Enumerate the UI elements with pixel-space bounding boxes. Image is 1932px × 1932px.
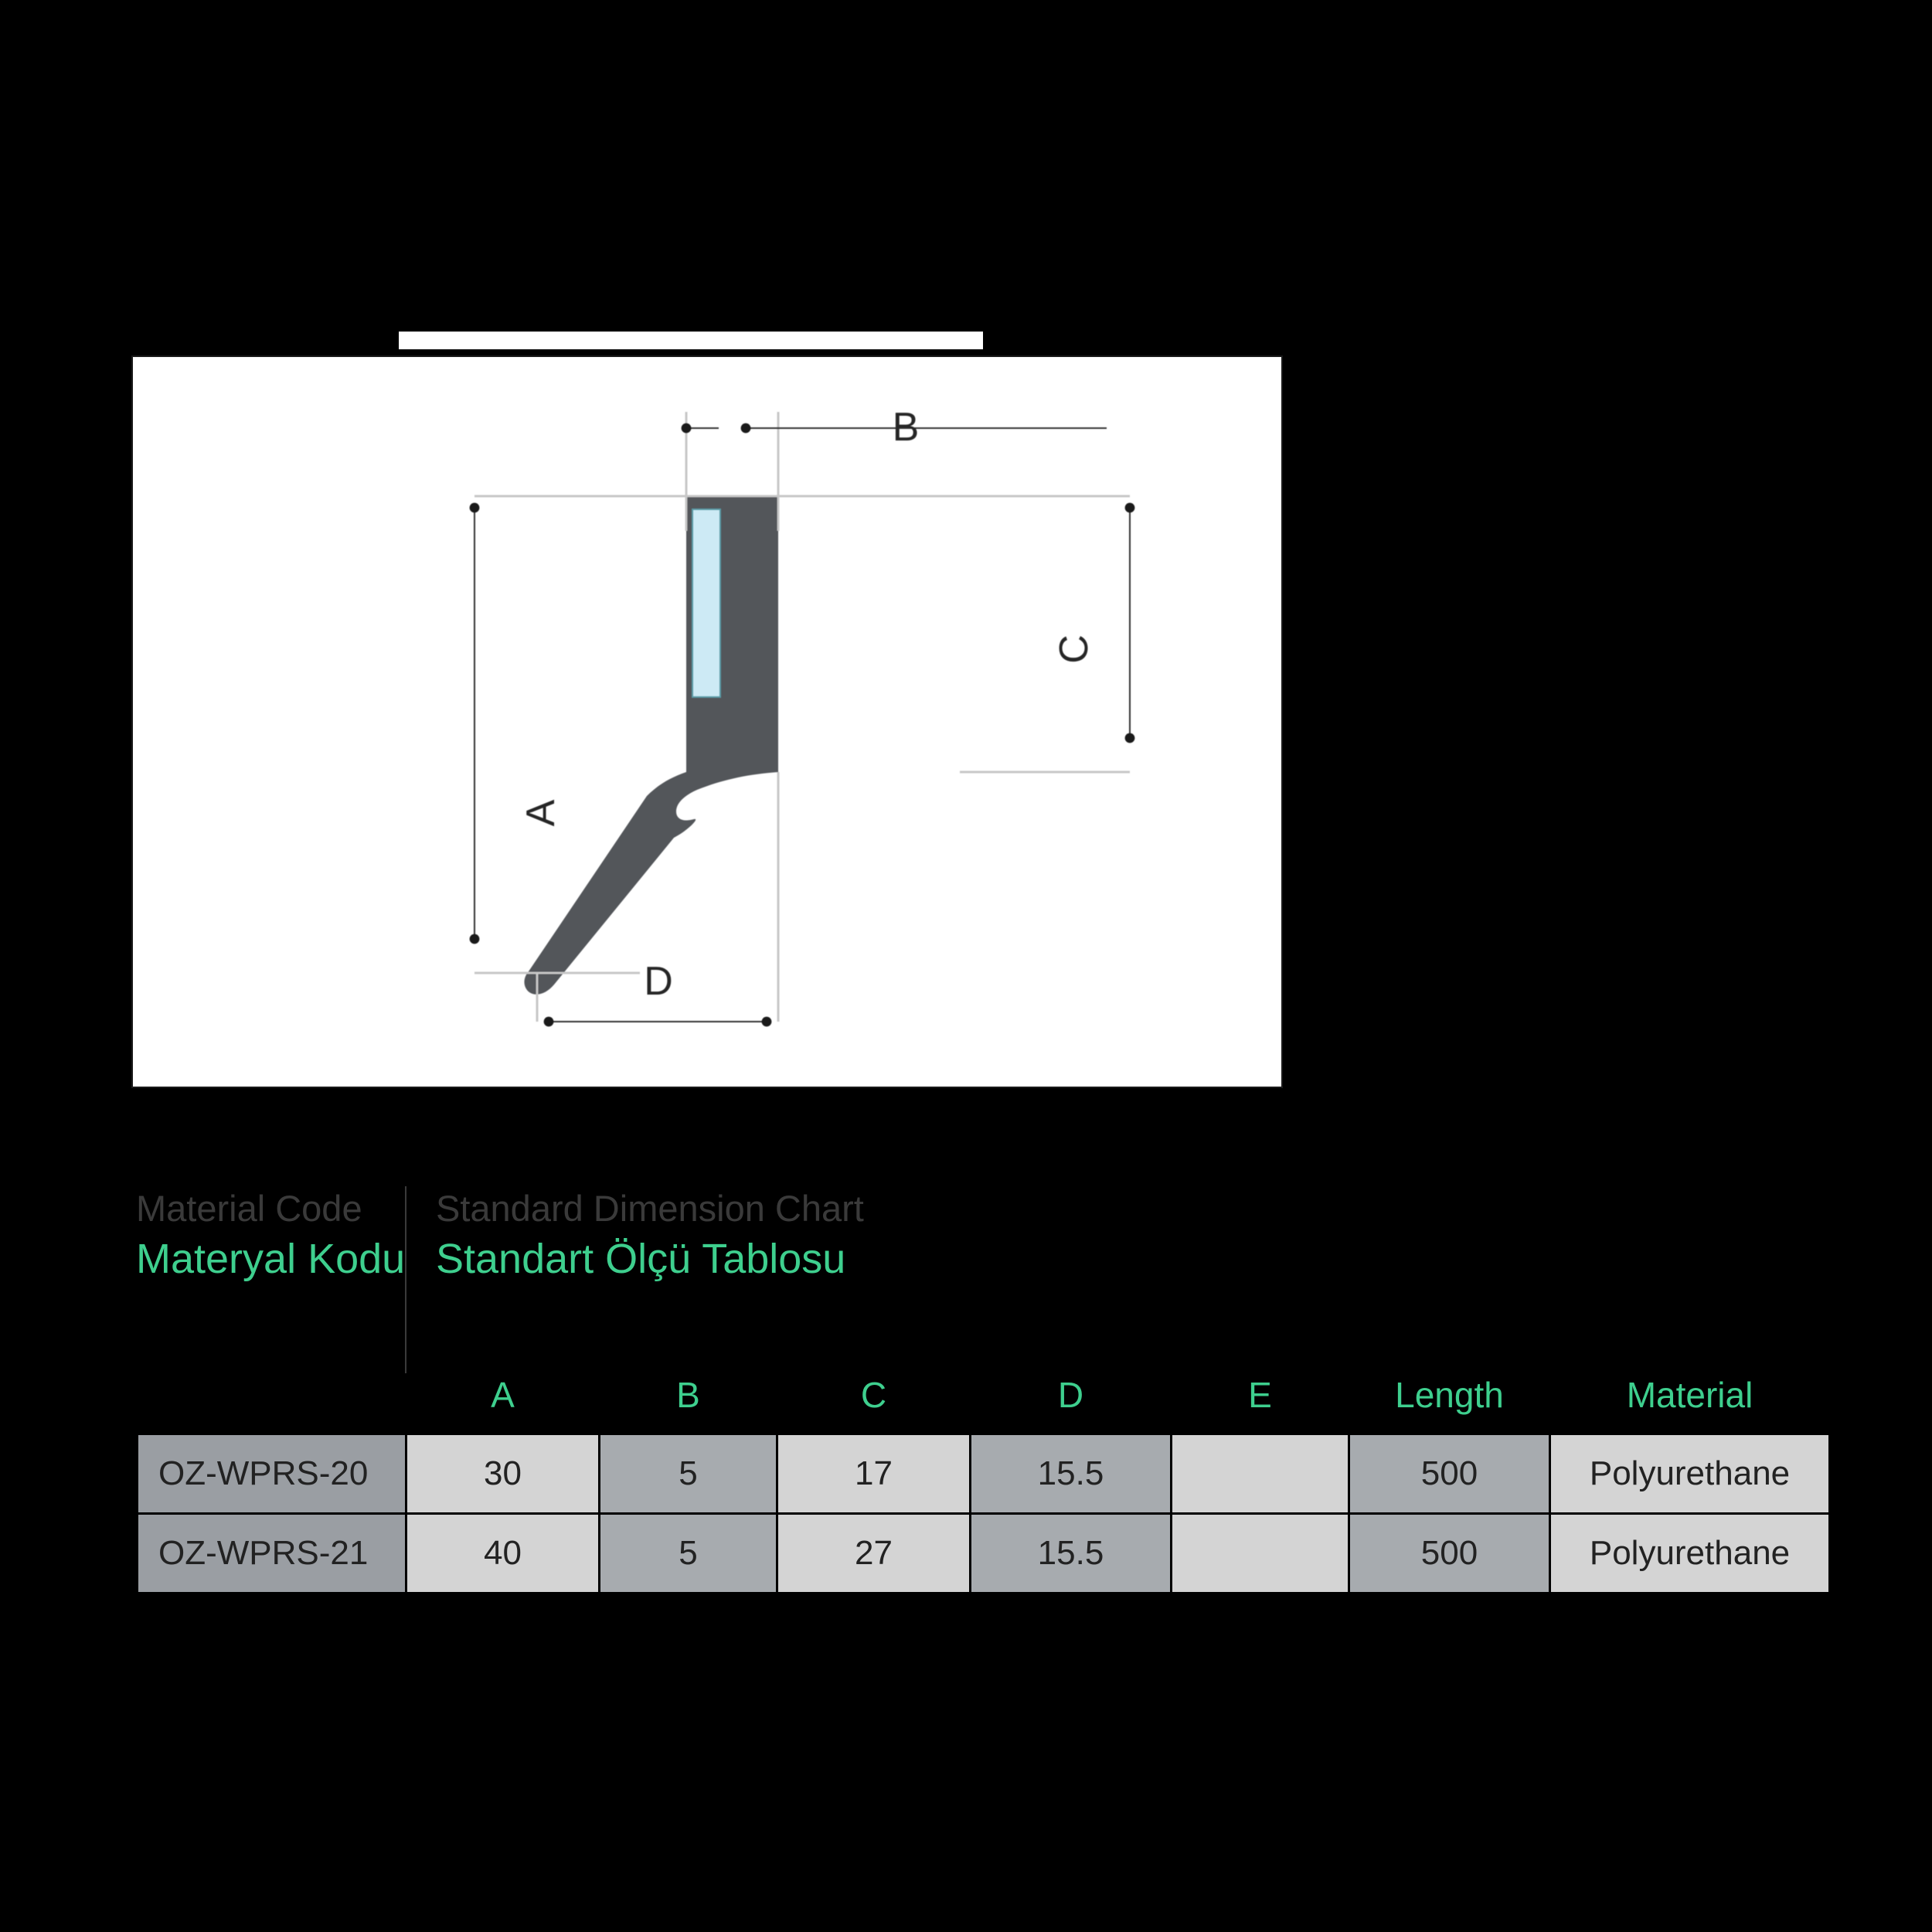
svg-text:A: A bbox=[519, 799, 563, 826]
svg-text:B: B bbox=[893, 405, 920, 450]
svg-text:D: D bbox=[644, 959, 673, 1004]
svg-text:C: C bbox=[1052, 634, 1097, 664]
